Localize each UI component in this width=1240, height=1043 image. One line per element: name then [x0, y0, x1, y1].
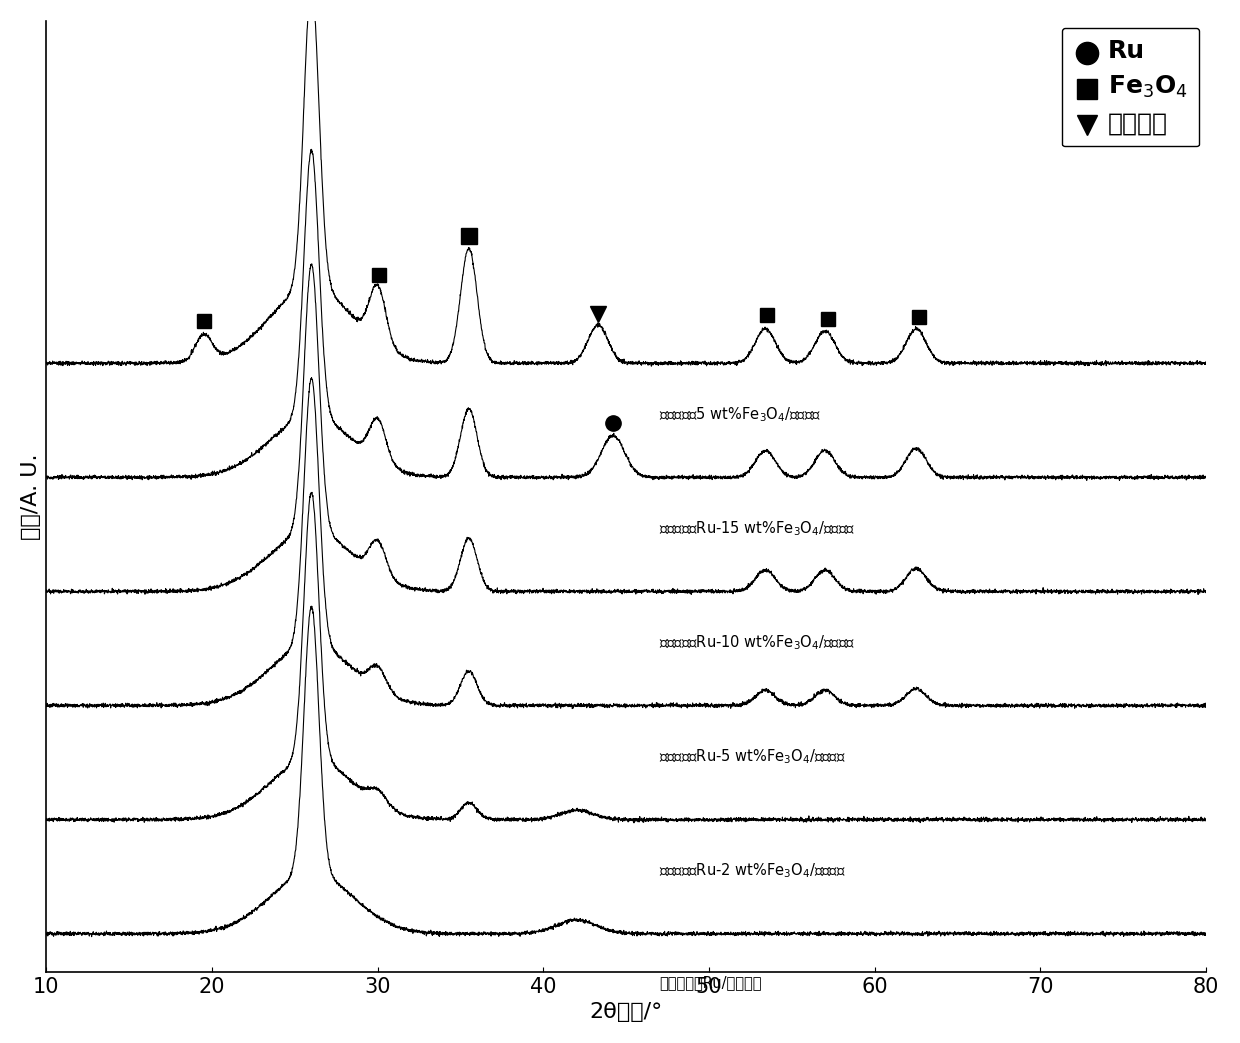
Text: 实施例二：Ru-5 wt%Fe$_3$O$_4$/碳纳米管: 实施例二：Ru-5 wt%Fe$_3$O$_4$/碳纳米管: [660, 748, 846, 766]
Text: 实施例一：Ru-2 wt%Fe$_3$O$_4$/碳纳米管: 实施例一：Ru-2 wt%Fe$_3$O$_4$/碳纳米管: [660, 862, 846, 880]
Text: 实施例四：Ru-15 wt%Fe$_3$O$_4$/碳纳米管: 实施例四：Ru-15 wt%Fe$_3$O$_4$/碳纳米管: [660, 519, 856, 538]
Y-axis label: 强度/A. U.: 强度/A. U.: [21, 453, 41, 539]
Legend: Ru, Fe$_3$O$_4$, 碳纳米管: Ru, Fe$_3$O$_4$, 碳纳米管: [1063, 28, 1199, 146]
X-axis label: 2θ角度/°: 2θ角度/°: [589, 1002, 663, 1022]
Text: 对比例二：5 wt%Fe$_3$O$_4$/碳纳米管: 对比例二：5 wt%Fe$_3$O$_4$/碳纳米管: [660, 405, 821, 423]
Text: 实施例三：Ru-10 wt%Fe$_3$O$_4$/碳纳米管: 实施例三：Ru-10 wt%Fe$_3$O$_4$/碳纳米管: [660, 633, 856, 652]
Text: 对比例一：Ru/碳纳米管: 对比例一：Ru/碳纳米管: [660, 975, 761, 991]
